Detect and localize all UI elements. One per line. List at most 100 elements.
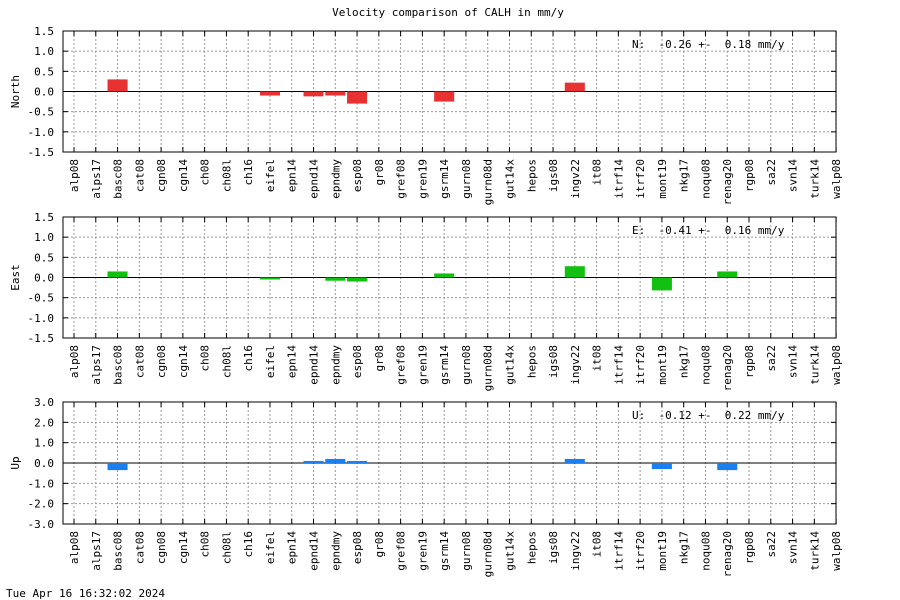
x-tick-label: ch16	[242, 531, 255, 558]
x-tick-label: cgn14	[177, 531, 190, 564]
x-tick-label: gurn08d	[482, 159, 495, 205]
x-tick-label: ingv22	[569, 345, 582, 385]
y-tick-label: 1.5	[34, 211, 54, 224]
bar-basc08	[107, 463, 128, 471]
x-tick-label: alps17	[90, 531, 103, 571]
x-tick-label: gurn08	[460, 159, 473, 199]
x-tick-label: gut14x	[503, 345, 516, 385]
x-tick-label: cat08	[133, 159, 146, 192]
x-tick-label: epndmy	[329, 159, 342, 199]
bar-eifel	[259, 91, 280, 96]
plot-frame	[62, 401, 837, 525]
panel-up: 3.0 2.0 1.0 0.0 -1.0 -2.0 -3.0 alp08 alps17 basc0…	[9, 396, 843, 577]
x-tick-label: nkg17	[678, 531, 691, 564]
x-tick-label: turk14	[808, 531, 821, 571]
x-tick-label: ingv22	[569, 159, 582, 199]
bar-ingv22	[564, 82, 585, 92]
x-tick-label: sa22	[765, 159, 778, 186]
x-tick-label: alp08	[68, 345, 81, 378]
x-tick-label: gurn08	[460, 345, 473, 385]
y-tick-label: 0.0	[34, 457, 54, 470]
chart-title: Velocity comparison of CALH in mm/y	[332, 6, 564, 19]
y-tick-label: -1.0	[28, 126, 55, 139]
x-tick-label: renag20	[721, 345, 734, 391]
x-tick-label: alps17	[90, 159, 103, 199]
y-tick-label: 2.0	[34, 416, 54, 429]
x-tick-label: basc08	[112, 345, 125, 385]
x-tick-label: ch08	[199, 159, 212, 186]
x-tick-label: gref08	[395, 345, 408, 385]
x-tick-label: ch08l	[220, 159, 233, 192]
x-tick-label: nkg17	[678, 159, 691, 192]
y-tick-label: 0.5	[34, 251, 54, 264]
x-tick-label: renag20	[721, 159, 734, 205]
x-tick-label: mont19	[656, 345, 669, 385]
x-tick-label: eifel	[264, 345, 277, 378]
y-tick-label: -1.5	[28, 332, 55, 345]
x-tick-label: itrf14	[612, 345, 625, 385]
bar-epnd14	[303, 460, 324, 463]
x-tick-label: esp08	[351, 159, 364, 192]
bar-basc08	[107, 271, 128, 278]
x-tick-label: turk14	[808, 345, 821, 385]
bar-renag20	[717, 271, 738, 278]
bar-epndmy	[325, 277, 346, 281]
bar-ingv22	[564, 266, 585, 278]
x-tick-label: epndmy	[329, 345, 342, 385]
bar-epndmy	[325, 458, 346, 463]
x-tick-label: nkg17	[678, 345, 691, 378]
x-tick-label: gren19	[416, 159, 429, 199]
x-tick-label: turk14	[808, 159, 821, 199]
x-tick-label: gut14x	[503, 159, 516, 199]
bar-basc08	[107, 79, 128, 92]
y-tick-label: -2.0	[28, 498, 55, 511]
x-tick-label: it08	[591, 531, 604, 558]
x-tick-label: walp08	[830, 345, 843, 385]
x-tick-label: cgn08	[155, 531, 168, 564]
x-tick-label: epn14	[286, 159, 299, 192]
x-tick-label: ingv22	[569, 531, 582, 571]
stat-annotation: E: -0.41 +- 0.16 mm/y	[632, 224, 785, 237]
x-tick-label: gr08	[373, 345, 386, 372]
x-tick-label: esp08	[351, 531, 364, 564]
x-tick-label: itrf20	[634, 345, 647, 385]
x-tick-label: basc08	[112, 531, 125, 571]
x-tick-label: ch08	[199, 345, 212, 372]
bar-mont19	[651, 463, 672, 470]
x-tick-label: alp08	[68, 159, 81, 192]
x-tick-label: itrf14	[612, 531, 625, 571]
x-tick-label: walp08	[830, 159, 843, 199]
x-tick-label: walp08	[830, 531, 843, 571]
x-tick-label: hepos	[525, 531, 538, 564]
bar-esp08	[347, 91, 368, 104]
x-tick-label: ch08l	[220, 345, 233, 378]
x-tick-label: epn14	[286, 345, 299, 378]
x-tick-label: cgn14	[177, 159, 190, 192]
y-tick-label: -1.0	[28, 312, 55, 325]
x-tick-label: it08	[591, 345, 604, 372]
x-tick-label: gren19	[416, 345, 429, 385]
panel-east: 1.5 1.0 0.5 0.0 -0.5 -1.0 -1.5 alp08 alps17 basc0…	[9, 211, 843, 391]
y-tick-label: 1.0	[34, 437, 54, 450]
x-tick-label: gsrm14	[438, 531, 451, 571]
x-tick-label: renag20	[721, 531, 734, 577]
y-tick-label: -1.5	[28, 146, 55, 159]
x-tick-label: gr08	[373, 531, 386, 558]
y-tick-label: -3.0	[28, 518, 55, 531]
y-tick-label: 0.5	[34, 65, 54, 78]
x-tick-label: itrf20	[634, 531, 647, 571]
x-tick-label: cat08	[133, 345, 146, 378]
x-tick-label: epn14	[286, 531, 299, 564]
x-tick-label: sa22	[765, 345, 778, 372]
x-tick-label: gref08	[395, 531, 408, 571]
x-tick-label: epndmy	[329, 531, 342, 571]
x-tick-label: sa22	[765, 531, 778, 558]
bar-esp08	[347, 460, 368, 463]
bar-epnd14	[303, 91, 324, 97]
x-tick-label: epnd14	[308, 345, 321, 385]
x-tick-label: cgn08	[155, 345, 168, 378]
x-tick-label: hepos	[525, 345, 538, 378]
x-tick-label: rgp08	[743, 531, 756, 564]
y-axis-label: North	[9, 75, 22, 108]
